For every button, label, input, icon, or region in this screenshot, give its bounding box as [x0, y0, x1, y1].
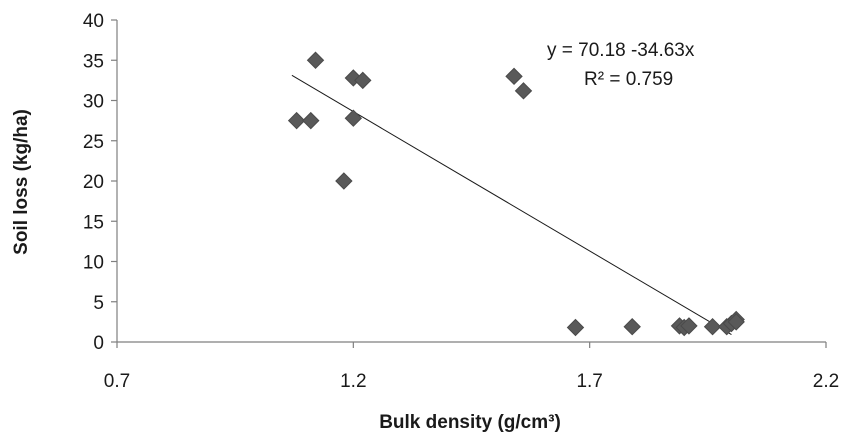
data-point: [344, 109, 363, 127]
y-tick-label: 5: [93, 293, 104, 314]
y-tick-label: 40: [83, 11, 104, 32]
y-tick-label: 10: [83, 253, 104, 274]
data-point: [306, 51, 325, 69]
trendline: [291, 74, 732, 336]
axes: [111, 19, 827, 348]
data-point: [335, 172, 353, 190]
data-point: [680, 317, 698, 335]
data-point: [302, 111, 320, 130]
data-point: [623, 317, 641, 336]
x-axis-title: Bulk density (g/cm³): [379, 412, 561, 433]
y-tick-label: 20: [83, 172, 104, 193]
tick-labels: 0 5 10 15 20 25 30 35 40 0.7 1.2 1.7 2.2: [83, 11, 839, 392]
data-point: [505, 67, 523, 86]
y-tick-label: 30: [83, 92, 104, 113]
y-axis-title: Soil loss (kg/ha): [11, 109, 32, 255]
trendline-equation: y = 70.18 -34.63x: [547, 40, 695, 61]
y-tick-label: 15: [83, 212, 104, 233]
data-point: [703, 317, 722, 336]
data-point: [287, 111, 306, 130]
data-point: [566, 318, 585, 337]
data-point: [727, 313, 745, 331]
x-tick-label: 1.7: [576, 371, 602, 392]
trendline-group: [291, 74, 732, 336]
y-tick-label: 0: [93, 333, 104, 354]
y-tick-label: 35: [83, 51, 104, 72]
data-point: [354, 71, 372, 90]
x-tick-label: 0.7: [104, 371, 130, 392]
x-tick-label: 2.2: [813, 371, 839, 392]
x-tick-label: 1.2: [340, 371, 366, 392]
r-squared-label: R² = 0.759: [584, 69, 673, 90]
data-points: [287, 51, 745, 337]
y-tick-label: 25: [83, 132, 104, 153]
data-point: [514, 82, 533, 100]
